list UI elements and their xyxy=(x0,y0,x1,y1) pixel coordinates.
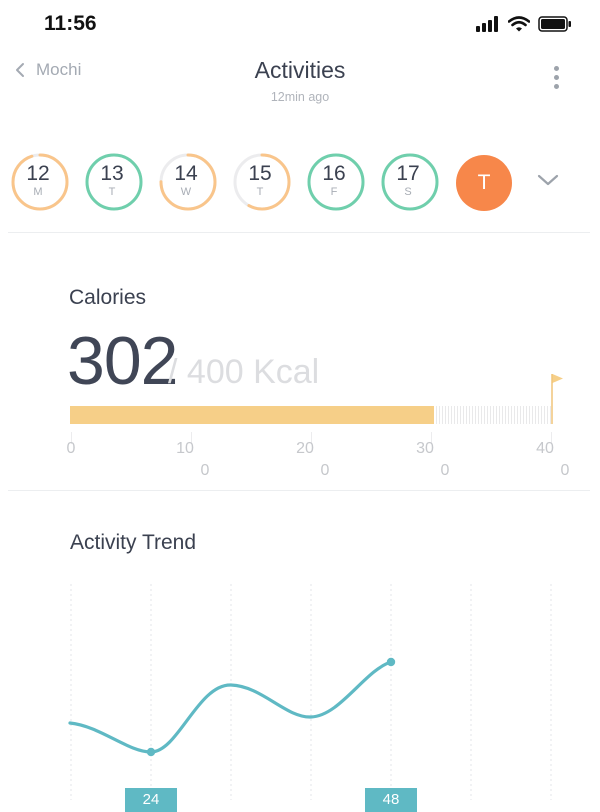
calories-goal: / 400 Kcal xyxy=(168,355,319,389)
goal-flag-icon xyxy=(551,374,563,424)
activity-trend-chart xyxy=(68,584,552,800)
day-letter: F xyxy=(330,186,338,198)
day-4[interactable]: 16 F xyxy=(306,152,365,211)
axis-tick-label: 20 xyxy=(296,440,314,457)
axis-tick-mark xyxy=(191,432,192,444)
day-number: 12 xyxy=(26,162,50,185)
day-number: 15 xyxy=(248,162,272,185)
day-letter: T xyxy=(256,186,264,198)
day-today[interactable]: T xyxy=(456,155,512,211)
day-0[interactable]: 12 M xyxy=(10,152,69,211)
trend-line xyxy=(68,660,393,754)
more-vertical-icon xyxy=(548,66,564,89)
chevron-left-icon xyxy=(16,63,24,77)
calories-progress-fill xyxy=(70,406,434,424)
trend-value-label: 24 xyxy=(125,788,177,812)
axis-tick-label: 0 xyxy=(320,462,330,479)
battery-icon xyxy=(538,16,571,32)
axis-tick-label: 40 xyxy=(536,440,554,457)
calories-slash: / xyxy=(168,353,178,391)
day-number: 14 xyxy=(174,162,198,185)
trend-point xyxy=(146,747,156,757)
divider xyxy=(8,232,590,233)
page-title: Activities xyxy=(254,57,346,83)
day-progress-ring xyxy=(381,153,439,211)
day-number: 13 xyxy=(100,162,124,185)
day-letter: T xyxy=(108,186,116,198)
trend-value-label: 48 xyxy=(365,788,417,812)
day-letter: M xyxy=(33,186,43,198)
last-updated: 12min ago xyxy=(270,90,330,104)
day-1[interactable]: 13 T xyxy=(84,152,143,211)
status-icons xyxy=(476,14,572,34)
calories-heading: Calories xyxy=(69,286,147,309)
axis-tick-label: 30 xyxy=(416,440,434,457)
day-progress-ring xyxy=(159,153,217,211)
day-3[interactable]: 15 T xyxy=(232,152,291,211)
day-number: 17 xyxy=(396,162,420,185)
day-progress-ring xyxy=(233,153,291,211)
axis-tick-label: 0 xyxy=(560,462,570,479)
status-time: 11:56 xyxy=(44,12,97,35)
trend-heading: Activity Trend xyxy=(70,531,197,554)
axis-tick-label: 0 xyxy=(200,462,210,479)
axis-tick-label: 10 xyxy=(176,440,194,457)
axis-tick-mark xyxy=(311,432,312,444)
back-button[interactable]: Mochi xyxy=(14,60,81,80)
divider xyxy=(8,490,590,491)
day-progress-ring xyxy=(11,153,69,211)
day-2[interactable]: 14 W xyxy=(158,152,217,211)
chevron-down-icon[interactable] xyxy=(536,170,560,190)
day-progress-ring xyxy=(307,153,365,211)
more-options-button[interactable] xyxy=(548,66,564,96)
wifi-icon xyxy=(508,16,530,32)
day-number: 16 xyxy=(322,162,346,185)
calories-goal-text: 400 Kcal xyxy=(186,353,320,391)
back-label: Mochi xyxy=(36,60,82,79)
day-5[interactable]: 17 S xyxy=(380,152,439,211)
axis-tick-mark xyxy=(551,432,552,444)
today-label: T xyxy=(477,171,491,194)
trend-point xyxy=(386,657,396,667)
axis-tick-label: 0 xyxy=(66,440,76,457)
axis-tick-mark xyxy=(431,432,432,444)
axis-tick-label: 0 xyxy=(440,462,450,479)
day-progress-ring xyxy=(85,153,143,211)
day-letter: S xyxy=(404,186,412,198)
axis-tick-mark xyxy=(71,432,72,444)
day-letter: W xyxy=(180,186,192,198)
calories-value: 302 xyxy=(67,323,178,399)
signal-icon xyxy=(476,16,498,32)
